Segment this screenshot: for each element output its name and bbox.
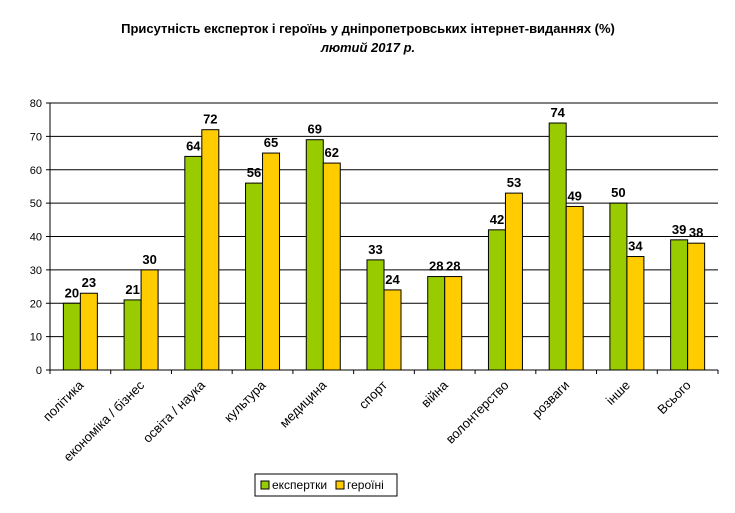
data-label: 34 bbox=[628, 239, 643, 254]
x-tick-label: розваги bbox=[529, 378, 572, 421]
bar bbox=[427, 276, 446, 371]
data-label: 56 bbox=[247, 165, 261, 180]
data-label: 50 bbox=[611, 185, 625, 200]
data-labels: 20 21 64 56 69 33 28 42 74 50 39 23 30 72 65 62 24 28 53 49… bbox=[65, 105, 704, 300]
y-tick-label: 80 bbox=[30, 98, 42, 110]
legend-label: героїні bbox=[347, 478, 384, 492]
x-tick-label: Всього bbox=[654, 378, 694, 418]
bar bbox=[62, 302, 81, 371]
y-tick-label: 20 bbox=[30, 298, 42, 310]
data-label: 49 bbox=[567, 188, 581, 203]
data-label: 28 bbox=[429, 259, 443, 274]
data-label: 24 bbox=[385, 272, 400, 287]
data-label: 38 bbox=[689, 225, 703, 240]
bar bbox=[487, 229, 506, 371]
data-label: 64 bbox=[186, 138, 201, 153]
x-tick-label: культура bbox=[221, 377, 269, 425]
y-tick-label: 70 bbox=[30, 131, 42, 143]
data-label: 33 bbox=[368, 242, 382, 257]
x-tick-label: спорт bbox=[356, 377, 390, 411]
bar bbox=[184, 155, 203, 371]
data-label: 21 bbox=[125, 282, 139, 297]
bar bbox=[670, 239, 689, 371]
bar bbox=[245, 182, 264, 371]
bar bbox=[565, 205, 584, 371]
y-tick-label: 10 bbox=[30, 332, 42, 344]
y-tick-label: 30 bbox=[30, 265, 42, 277]
data-label: 42 bbox=[490, 212, 504, 227]
data-label: 62 bbox=[325, 145, 339, 160]
x-tick-label: волонтерство bbox=[443, 378, 512, 447]
bar bbox=[626, 256, 645, 371]
data-label: 74 bbox=[550, 105, 565, 120]
chart-title: Присутність експерток і героїнь у дніпро… bbox=[121, 21, 615, 36]
y-tick-label: 40 bbox=[30, 232, 42, 244]
data-label: 20 bbox=[65, 285, 79, 300]
bar bbox=[201, 129, 220, 371]
chart-subtitle: лютий 2017 р. bbox=[320, 40, 415, 55]
bar bbox=[383, 289, 402, 371]
data-label: 69 bbox=[308, 122, 322, 137]
data-label: 23 bbox=[82, 275, 96, 290]
y-axis: 0 10 20 30 40 50 60 70 80 bbox=[30, 98, 51, 377]
data-label: 39 bbox=[672, 222, 686, 237]
legend-swatch bbox=[260, 480, 270, 490]
bar bbox=[548, 122, 567, 371]
bars bbox=[62, 122, 706, 371]
bar bbox=[687, 242, 706, 371]
x-tick-label: політика bbox=[40, 377, 87, 424]
y-tick-label: 50 bbox=[30, 198, 42, 210]
data-label: 28 bbox=[446, 259, 460, 274]
bar bbox=[504, 192, 523, 371]
legend: експертки героїні bbox=[254, 473, 398, 497]
x-tick-label: інше bbox=[603, 378, 633, 408]
legend-box bbox=[254, 473, 398, 497]
x-tick-label: освіта / наука bbox=[140, 377, 209, 446]
bar bbox=[609, 202, 628, 371]
bar bbox=[444, 276, 463, 371]
y-tick-label: 0 bbox=[36, 365, 42, 377]
bar bbox=[322, 162, 341, 371]
legend-swatch bbox=[335, 480, 345, 490]
bar bbox=[140, 269, 159, 371]
data-label: 53 bbox=[507, 175, 521, 190]
bar bbox=[366, 259, 385, 371]
y-tick-label: 60 bbox=[30, 165, 42, 177]
x-tick-label: медицина bbox=[276, 377, 329, 430]
bar bbox=[305, 139, 324, 371]
bar bbox=[79, 292, 98, 371]
legend-label: експертки bbox=[272, 478, 327, 492]
data-label: 72 bbox=[203, 112, 217, 127]
data-label: 30 bbox=[142, 252, 156, 267]
bar bbox=[123, 299, 142, 371]
data-label: 65 bbox=[264, 135, 278, 150]
x-tick-label: війна bbox=[418, 377, 451, 410]
bar bbox=[262, 152, 281, 371]
